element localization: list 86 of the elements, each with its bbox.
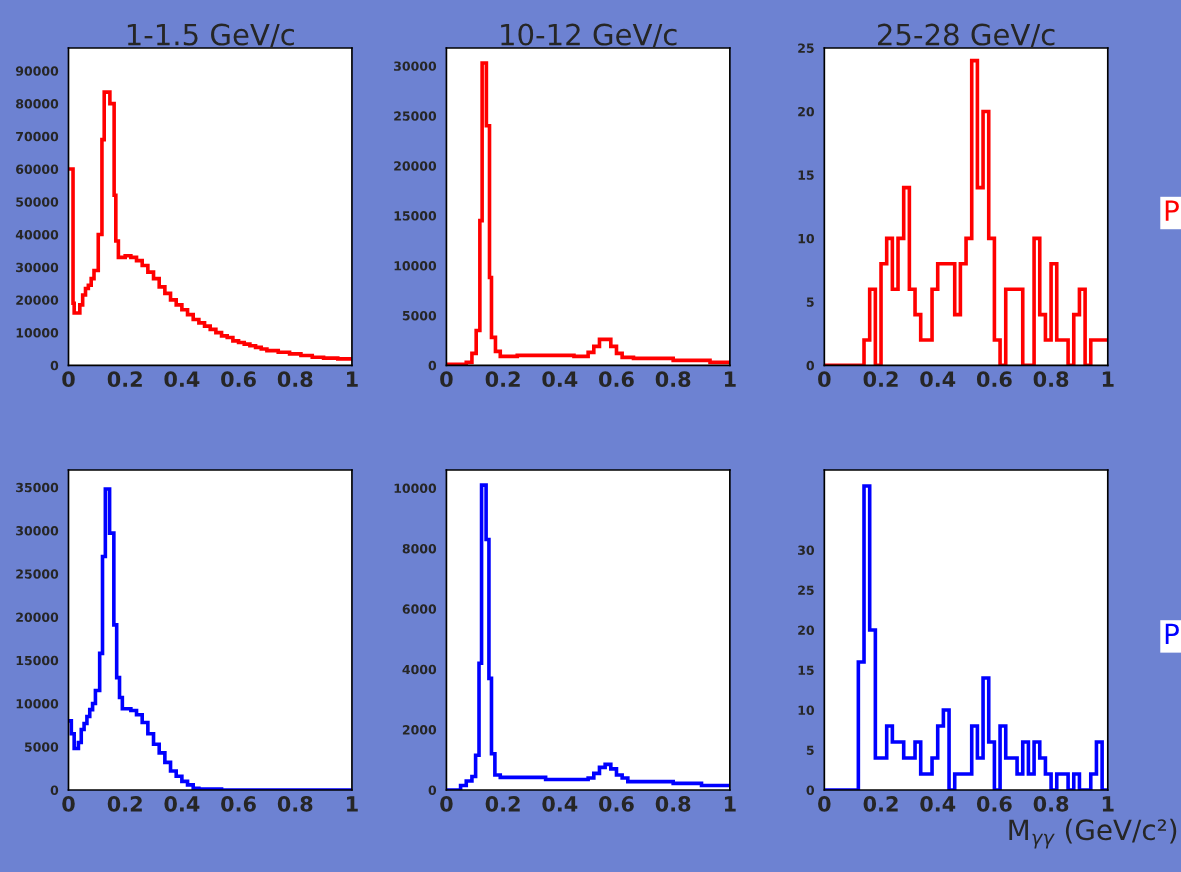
x-tick-label: 0 (440, 371, 453, 388)
y-tick-label: 5 (806, 745, 814, 755)
y-tick-label: 30000 (394, 61, 437, 71)
x-tick-label: 0.4 (542, 371, 578, 388)
x-tick-label: 1 (724, 796, 736, 812)
y-tick-label: 25000 (394, 111, 437, 121)
y-tick-label: 50000 (16, 197, 59, 207)
x-tick-label: 0.4 (542, 795, 578, 812)
y-tick-label: 0 (806, 360, 815, 371)
x-tick-label: 1 (347, 371, 358, 387)
y-tick-label: 8000 (402, 543, 437, 554)
x-tick-label: 1 (1102, 796, 1114, 812)
y-tick-label: 30000 (16, 262, 59, 273)
y-tick-label: 5 (806, 297, 814, 307)
x-tick-label: 0.4 (920, 795, 956, 812)
x-tick-label: 0.2 (485, 371, 520, 388)
x-tick-label: 0.8 (655, 371, 691, 388)
y-tick-label: 80000 (16, 99, 59, 109)
x-tick-label: 0.6 (221, 795, 256, 812)
x-tick-label: 0.8 (1033, 371, 1069, 388)
x-tick-label: 0.8 (1033, 795, 1069, 812)
y-tick-label: 0 (50, 360, 59, 371)
y-tick-label: 30000 (16, 526, 59, 536)
y-tick-label: 10000 (16, 328, 59, 338)
y-tick-label: 10 (798, 233, 815, 244)
y-tick-label: 0 (50, 785, 59, 795)
chart-title: 10-12 GeV/c (501, 23, 677, 48)
y-tick-label: 10000 (16, 699, 59, 709)
x-tick-label: 0.6 (599, 795, 634, 812)
y-tick-label: 25 (798, 43, 814, 53)
x-tick-label: 0 (62, 371, 75, 388)
x-tick-label: 0.2 (863, 795, 898, 812)
y-tick-label: 0 (428, 360, 437, 371)
x-tick-label: 1 (1102, 371, 1114, 387)
y-tick-label: 4000 (402, 664, 437, 675)
y-tick-label: 0 (806, 785, 815, 795)
y-tick-label: 0 (428, 785, 437, 795)
y-tick-label: 25 (798, 585, 814, 595)
y-tick-label: 20 (798, 625, 815, 635)
x-axis-title: M$_{γγ}$ (GeV/c²) (1009, 818, 1177, 849)
x-tick-label: 0.6 (599, 371, 634, 388)
y-tick-label: 5000 (24, 742, 59, 752)
y-tick-label: 6000 (402, 604, 437, 614)
x-tick-label: 0.8 (655, 795, 691, 812)
chart-title: 25-28 GeV/c (878, 23, 1055, 48)
x-tick-label: 0 (62, 795, 75, 812)
y-tick-label: 10 (798, 705, 815, 715)
y-tick-label: 70000 (16, 131, 59, 142)
y-tick-label: 10000 (394, 483, 437, 494)
x-tick-label: 0 (818, 795, 831, 812)
x-tick-label: 0.2 (107, 371, 142, 388)
chart-title: 1-1.5 GeV/c (127, 23, 294, 48)
x-tick-label: 0.2 (107, 795, 142, 812)
x-tick-label: 0.8 (277, 795, 313, 812)
y-tick-label: 20000 (16, 295, 59, 305)
x-tick-label: 0.4 (920, 371, 956, 388)
x-tick-label: 0.2 (485, 795, 520, 812)
y-tick-label: 15 (798, 170, 814, 180)
x-tick-label: 0.6 (221, 371, 256, 388)
y-tick-label: 90000 (15, 66, 59, 76)
y-tick-label: 2000 (402, 725, 437, 735)
x-tick-label: 0 (440, 795, 453, 812)
y-tick-label: 60000 (16, 164, 59, 174)
x-tick-label: 1 (724, 371, 736, 387)
y-tick-label: 15000 (394, 211, 437, 221)
y-tick-label: 30 (798, 545, 815, 555)
y-tick-label: 5000 (402, 310, 437, 321)
y-tick-label: 25000 (16, 569, 59, 579)
x-tick-label: 0 (818, 371, 831, 388)
x-tick-label: 1 (347, 796, 358, 812)
x-tick-label: 0.6 (976, 371, 1012, 388)
y-tick-label: 15000 (16, 655, 59, 666)
y-tick-label: 15 (798, 665, 814, 675)
text: P (1165, 200, 1179, 221)
x-tick-label: 0.8 (277, 371, 313, 388)
y-tick-label: 10000 (394, 261, 437, 271)
text: P (1165, 623, 1179, 645)
y-tick-label: 40000 (15, 229, 59, 240)
x-tick-label: 0.4 (164, 371, 200, 388)
y-tick-label: 20 (798, 106, 815, 117)
x-tick-label: 0.2 (863, 371, 898, 388)
x-tick-label: 0.4 (164, 795, 200, 812)
y-tick-label: 20000 (16, 612, 59, 622)
y-tick-label: 20000 (394, 161, 437, 171)
y-tick-label: 35000 (16, 482, 59, 493)
x-tick-label: 0.6 (976, 795, 1012, 812)
